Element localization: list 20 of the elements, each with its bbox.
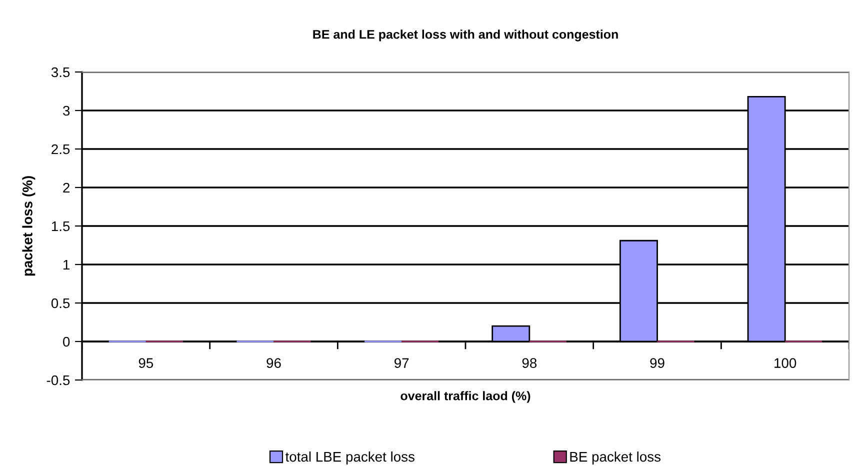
y-tick-label: 3	[63, 106, 70, 116]
y-tick-label: 0.5	[51, 298, 70, 308]
chart-title: BE and LE packet loss with and without congestion	[313, 30, 618, 42]
y-tick-label: -0.5	[46, 375, 70, 386]
x-tick-label: 97	[394, 358, 409, 368]
x-tick-label: 98	[522, 358, 537, 368]
legend-label: BE packet loss	[570, 452, 660, 464]
y-tick-label: 3.5	[51, 67, 70, 78]
x-axis-title: overall traffic laod (%)	[400, 391, 530, 403]
x-tick-label: 96	[266, 358, 281, 368]
x-tick-label: 100	[774, 358, 796, 368]
y-axis-title: packet loss (%)	[22, 176, 36, 276]
y-tick-label: 1	[64, 260, 70, 270]
y-tick-label: 0	[63, 336, 70, 347]
y-tick-label: 1.5	[52, 221, 70, 232]
x-tick-label: 95	[138, 358, 154, 368]
y-tick-label: 2.5	[52, 144, 70, 154]
x-tick-label: 99	[650, 358, 664, 368]
y-tick-label: 2	[63, 182, 70, 193]
legend-label: total LBE packet loss	[285, 452, 414, 464]
